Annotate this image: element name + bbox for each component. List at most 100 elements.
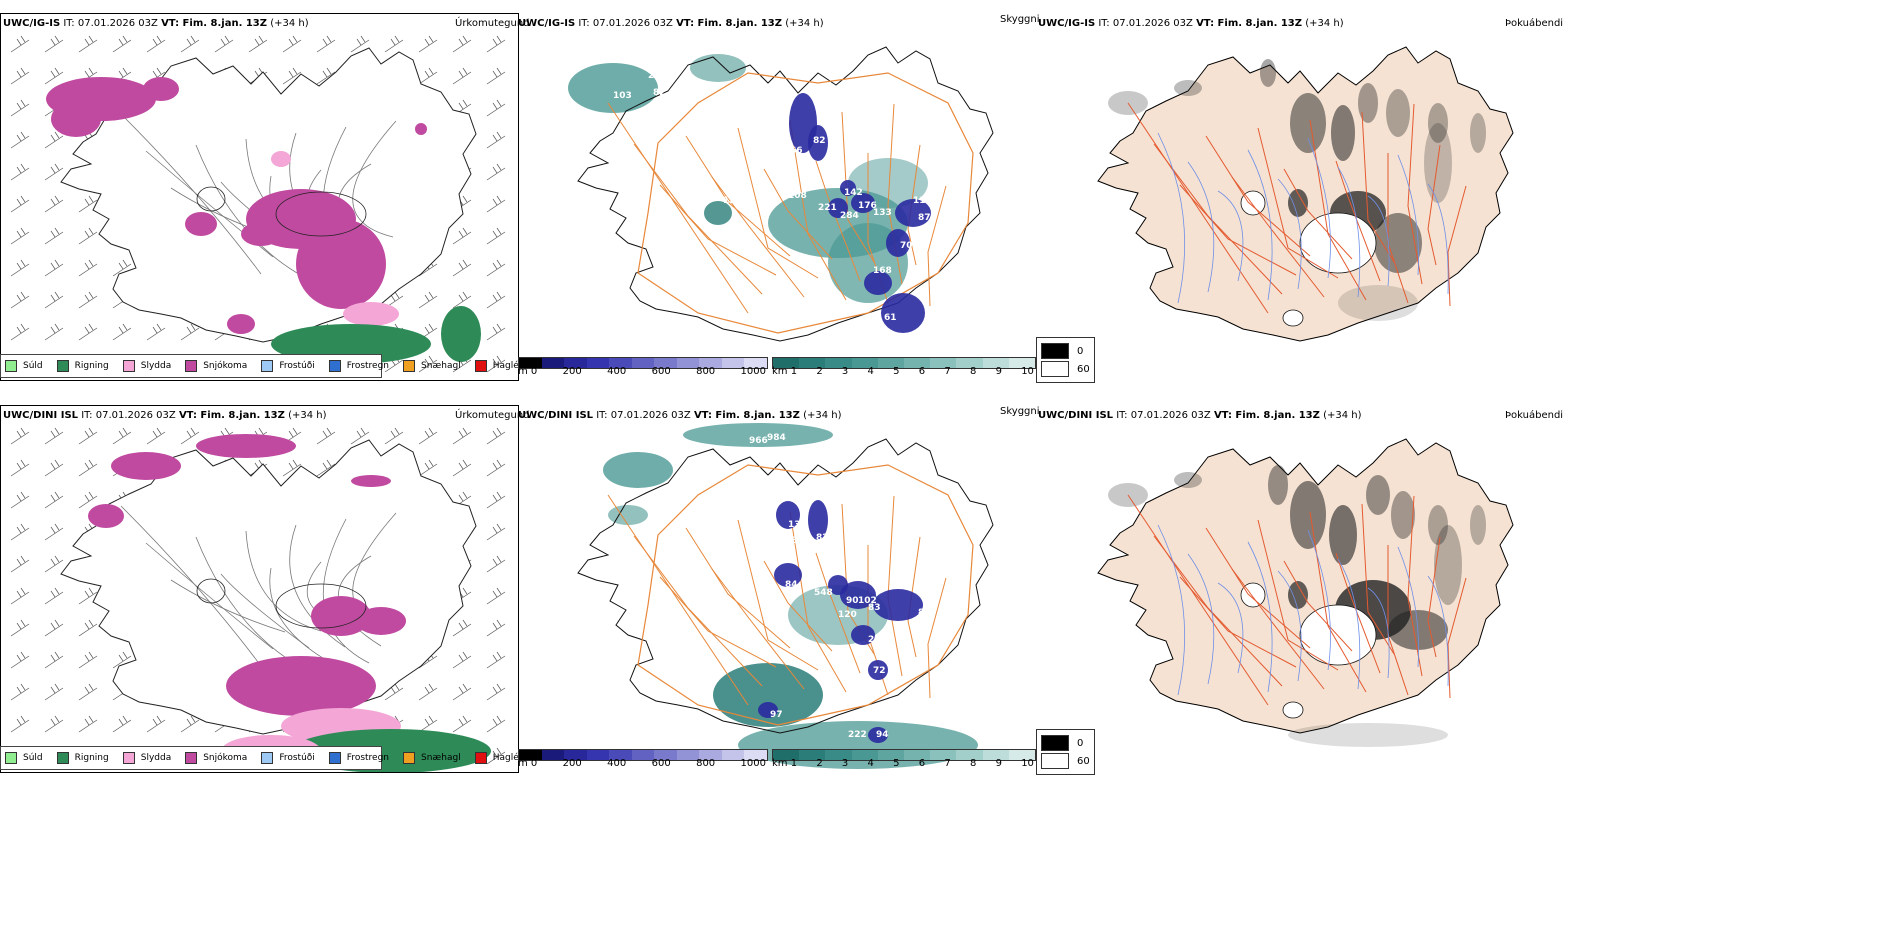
visibility-value-label: 90 — [846, 596, 859, 606]
panel-visibility-dini: 966 984 131 81 82 227 84 548 90 102 120 83 88 21 72 97 2… — [518, 405, 1038, 771]
colorbar-segment — [773, 750, 800, 760]
fog-swatch — [1041, 735, 1069, 751]
title-top-mid: Skyggni — [1000, 14, 1040, 25]
visibility-value-label: 284 — [840, 211, 859, 221]
precip-map-bottom — [10, 427, 506, 772]
vis-km-labels-bottom: km 1 2 3 4 5 6 7 8 9 10 — [772, 758, 1034, 769]
fog-legend-row: 0 — [1041, 735, 1090, 751]
colorbar-segment — [851, 750, 878, 760]
colorbar-segment — [564, 358, 587, 368]
precip-legend-item: Súld — [5, 360, 43, 372]
legend-swatch — [5, 752, 17, 764]
colorbar-segment — [956, 750, 983, 760]
colorbar-tick-label: 9 — [995, 366, 1002, 377]
panel-fog-ig — [1038, 13, 1558, 379]
visibility-value-label: 548 — [814, 588, 833, 598]
visibility-value-label: 84 — [785, 580, 798, 590]
colorbar-segment — [1008, 750, 1036, 760]
fog-map-top — [1097, 46, 1514, 342]
precip-legend-item: Súld — [5, 752, 43, 764]
colorbar-tick-label: 400 — [607, 758, 627, 769]
header-top-right: UWC/IG-IS IT: 07.01.2026 03Z VT: Fim. 8.… — [1038, 18, 1344, 29]
header-top-mid: UWC/IG-IS IT: 07.01.2026 03Z VT: Fim. 8.… — [518, 18, 824, 29]
colorbar-segment — [699, 358, 722, 368]
visibility-value-label: 221 — [818, 203, 837, 213]
colorbar-segment — [982, 750, 1009, 760]
colorbar-segment — [654, 750, 677, 760]
visibility-value-label: 83 — [868, 603, 881, 613]
colorbar-segment — [744, 750, 768, 760]
colorbar-tick-label: 2 — [816, 366, 823, 377]
visibility-value-label: 82 — [816, 533, 829, 543]
visibility-value-label: 94 — [876, 730, 889, 740]
legend-swatch — [403, 752, 416, 764]
colorbar-segment — [930, 358, 957, 368]
visibility-value-label: 25 — [648, 71, 661, 81]
precip-legend-item: Snæhagl — [403, 752, 461, 764]
visibility-value-label: 984 — [767, 433, 786, 443]
colorbar-segment — [654, 358, 677, 368]
colorbar-tick-label: 4 — [867, 758, 874, 769]
fog-legend-label: 0 — [1077, 737, 1084, 749]
colorbar-segment — [825, 750, 852, 760]
legend-swatch — [185, 360, 198, 372]
fog-swatch — [1041, 343, 1069, 359]
vis-m-labels-top: m 0 200 400 600 800 1000 — [518, 366, 766, 377]
legend-swatch — [261, 360, 274, 372]
precip-legend-item: Snjókoma — [185, 752, 247, 764]
title-bot-left: Úrkomutegund — [455, 410, 530, 421]
precip-legend-item: Slydda — [122, 360, 171, 372]
visibility-value-label: 966 — [749, 436, 768, 446]
colorbar-tick-label: 7 — [944, 758, 951, 769]
legend-label: Snjókoma — [203, 753, 248, 763]
visibility-value-label: 88 — [918, 608, 931, 618]
legend-swatch — [56, 752, 69, 764]
fog-legend-row: 60 — [1041, 361, 1090, 377]
header-bot-left: UWC/DINI ISL IT: 07.01.2026 03Z VT: Fim.… — [3, 410, 327, 421]
colorbar-tick-label: 800 — [696, 758, 716, 769]
colorbar-tick-label: 5 — [893, 366, 900, 377]
colorbar-tick-label: 6 — [918, 366, 926, 377]
colorbar-segment — [676, 750, 700, 760]
colorbar-tick-label: km 1 — [772, 366, 798, 377]
colorbar-tick-label: 600 — [651, 366, 671, 377]
colorbar-segment — [586, 750, 610, 760]
vis-m-colorbar-bottom — [518, 749, 768, 761]
colorbar-segment — [519, 750, 542, 760]
colorbar-segment — [904, 358, 931, 368]
visibility-value-label: 66 — [790, 146, 803, 156]
vis-km-colorbar-bottom — [772, 749, 1036, 761]
panel-precip-type-ig — [0, 13, 519, 381]
legend-label: Haglél — [492, 361, 522, 371]
colorbar-segment — [799, 358, 826, 368]
colorbar-segment — [982, 358, 1009, 368]
visibility-value-label: 61 — [884, 313, 897, 323]
colorbar-segment — [609, 750, 632, 760]
colorbar-tick-label: 400 — [607, 366, 627, 377]
fog-legend-row: 0 — [1041, 343, 1090, 359]
precip-legend-item: Slydda — [122, 752, 171, 764]
colorbar-segment — [586, 358, 610, 368]
colorbar-tick-label: km 1 — [772, 758, 798, 769]
legend-label: Rigning — [74, 361, 109, 371]
colorbar-segment — [744, 358, 768, 368]
colorbar-segment — [519, 358, 542, 368]
legend-swatch — [122, 360, 135, 372]
colorbar-segment — [721, 358, 745, 368]
colorbar-segment — [877, 358, 905, 368]
visibility-value-label: 108 — [788, 191, 807, 201]
colorbar-segment — [721, 750, 745, 760]
colorbar-tick-label: 600 — [651, 758, 671, 769]
legend-label: Súld — [23, 361, 43, 371]
fog-legend-top: 0 60 — [1036, 337, 1095, 383]
colorbar-segment — [773, 358, 800, 368]
colorbar-tick-label: 9 — [995, 758, 1002, 769]
fog-legend-label: 60 — [1077, 363, 1090, 375]
colorbar-tick-label: 200 — [562, 758, 582, 769]
colorbar-segment — [631, 750, 655, 760]
visibility-value-label: 168 — [873, 266, 892, 276]
visibility-value-label: 82 — [813, 136, 826, 146]
colorbar-segment — [676, 358, 700, 368]
title-top-left: Úrkomutegund — [455, 18, 530, 29]
vis-km-colorbar-top — [772, 357, 1036, 369]
